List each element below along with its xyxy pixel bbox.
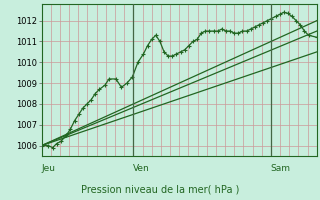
Text: Pression niveau de la mer( hPa ): Pression niveau de la mer( hPa )	[81, 184, 239, 194]
Text: Sam: Sam	[271, 164, 291, 173]
Text: Jeu: Jeu	[42, 164, 56, 173]
Text: Ven: Ven	[133, 164, 150, 173]
